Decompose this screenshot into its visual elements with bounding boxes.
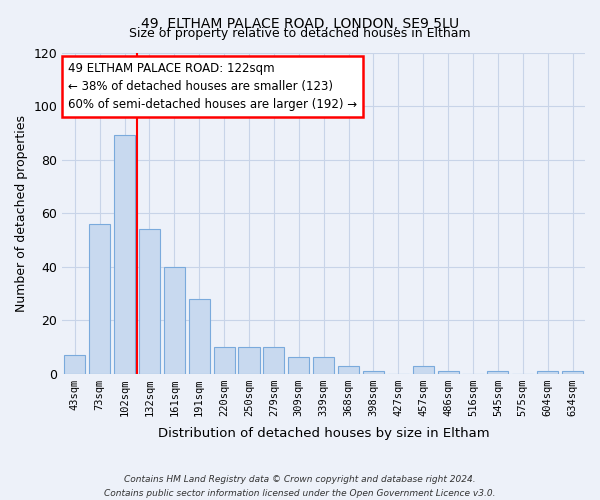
Bar <box>437 371 458 374</box>
Bar <box>64 355 85 374</box>
Bar <box>338 366 359 374</box>
Bar <box>537 371 558 374</box>
Bar <box>238 347 260 374</box>
Bar <box>413 366 434 374</box>
Bar <box>487 371 508 374</box>
Bar <box>114 136 135 374</box>
Bar <box>188 298 210 374</box>
Text: 49 ELTHAM PALACE ROAD: 122sqm
← 38% of detached houses are smaller (123)
60% of : 49 ELTHAM PALACE ROAD: 122sqm ← 38% of d… <box>68 62 356 111</box>
Y-axis label: Number of detached properties: Number of detached properties <box>15 114 28 312</box>
Text: 49, ELTHAM PALACE ROAD, LONDON, SE9 5LU: 49, ELTHAM PALACE ROAD, LONDON, SE9 5LU <box>141 18 459 32</box>
Text: Contains HM Land Registry data © Crown copyright and database right 2024.
Contai: Contains HM Land Registry data © Crown c… <box>104 476 496 498</box>
Bar <box>139 229 160 374</box>
Bar <box>89 224 110 374</box>
Bar <box>363 371 384 374</box>
X-axis label: Distribution of detached houses by size in Eltham: Distribution of detached houses by size … <box>158 427 490 440</box>
Bar <box>288 358 310 374</box>
Bar <box>214 347 235 374</box>
Bar <box>313 358 334 374</box>
Bar <box>562 371 583 374</box>
Bar <box>263 347 284 374</box>
Text: Size of property relative to detached houses in Eltham: Size of property relative to detached ho… <box>129 28 471 40</box>
Bar <box>164 266 185 374</box>
